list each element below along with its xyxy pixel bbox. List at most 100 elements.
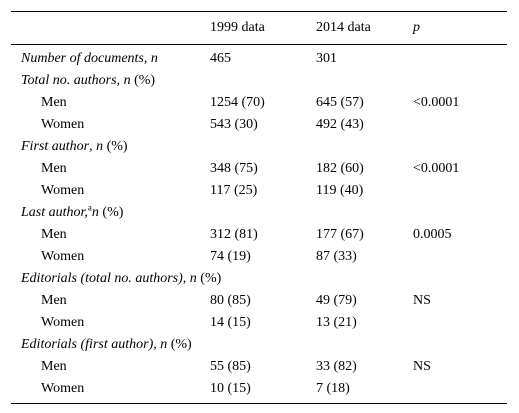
cell-1999: 543 (30) bbox=[210, 117, 258, 132]
table-row: Men 1254 (70) 645 (57) <0.0001 bbox=[11, 92, 507, 114]
table-row: Women 543 (30) 492 (43) bbox=[11, 114, 507, 136]
cell-p-value bbox=[413, 268, 507, 290]
header-label bbox=[11, 11, 210, 45]
section-label-main: First author bbox=[21, 139, 90, 154]
cell-2014: 87 (33) bbox=[316, 249, 357, 264]
cell-p-value bbox=[413, 45, 507, 71]
cell-2014: 182 (60) bbox=[316, 161, 364, 176]
cell-2014 bbox=[316, 136, 413, 158]
cell-1999: 465 bbox=[210, 51, 231, 66]
cell-2014: 49 (79) bbox=[316, 293, 357, 308]
row-label: Men bbox=[41, 293, 67, 308]
row-label: Men bbox=[41, 161, 67, 176]
section-label: Number of documents, n bbox=[11, 45, 210, 71]
cell-p-value bbox=[413, 378, 507, 404]
section-label-main: Number of documents bbox=[21, 51, 144, 66]
cell-p-value bbox=[413, 246, 507, 268]
cell-1999 bbox=[210, 70, 316, 92]
section-label: Editorials (first author), n (%) bbox=[11, 334, 210, 356]
cell-p-value: NS bbox=[413, 359, 431, 374]
cell-1999: 74 (19) bbox=[210, 249, 251, 264]
table-body: Number of documents, n 465 301 Total no. au… bbox=[11, 45, 507, 404]
section-label-main: Last author, bbox=[21, 205, 88, 220]
cell-1999: 1254 (70) bbox=[210, 95, 265, 110]
header-1999: 1999 data bbox=[210, 11, 316, 45]
cell-p-value: NS bbox=[413, 293, 431, 308]
section-label-main: Editorials (total no. authors) bbox=[21, 271, 183, 286]
section-label: First author, n (%) bbox=[11, 136, 210, 158]
header-2014: 2014 data bbox=[316, 11, 413, 45]
section-label-main: Editorials (first author) bbox=[21, 337, 154, 352]
section-label-unit: , n bbox=[143, 51, 158, 66]
table-section-row: First author, n (%) bbox=[11, 136, 507, 158]
footnote-marker: a bbox=[87, 202, 92, 213]
cell-1999: 14 (15) bbox=[210, 315, 251, 330]
table-section-row: Editorials (total no. authors), n (%) bbox=[11, 268, 507, 290]
cell-1999: 55 (85) bbox=[210, 359, 251, 374]
section-label: Total no. authors, n (%) bbox=[11, 70, 210, 92]
section-label: Last author,an (%) bbox=[11, 202, 210, 224]
table-row: Women 10 (15) 7 (18) bbox=[11, 378, 507, 404]
table-row: Women 14 (15) 13 (21) bbox=[11, 312, 507, 334]
row-label: Men bbox=[41, 359, 67, 374]
data-table: 1999 data 2014 data p Number of document… bbox=[11, 11, 507, 404]
cell-1999 bbox=[210, 268, 316, 290]
cell-1999: 348 (75) bbox=[210, 161, 258, 176]
row-label: Men bbox=[41, 95, 67, 110]
data-table-container: 1999 data 2014 data p Number of document… bbox=[11, 11, 507, 404]
cell-2014: 177 (67) bbox=[316, 227, 364, 242]
table-row: Men 312 (81) 177 (67) 0.0005 bbox=[11, 224, 507, 246]
cell-p-value bbox=[413, 70, 507, 92]
cell-1999 bbox=[210, 202, 316, 224]
cell-2014: 33 (82) bbox=[316, 359, 357, 374]
cell-2014: 119 (40) bbox=[316, 183, 364, 198]
section-label-unit: , n (%) bbox=[116, 73, 156, 88]
table-row: Men 55 (85) 33 (82) NS bbox=[11, 356, 507, 378]
cell-p-value: 0.0005 bbox=[413, 227, 452, 242]
cell-p-value bbox=[413, 114, 507, 136]
table-header-row: 1999 data 2014 data p bbox=[11, 11, 507, 45]
row-label: Men bbox=[41, 227, 67, 242]
table-row: Men 80 (85) 49 (79) NS bbox=[11, 290, 507, 312]
row-label: Women bbox=[41, 249, 85, 264]
row-label: Women bbox=[41, 117, 85, 132]
cell-1999: 312 (81) bbox=[210, 227, 258, 242]
table-section-row: Editorials (first author), n (%) bbox=[11, 334, 507, 356]
section-label: Editorials (total no. authors), n (%) bbox=[11, 268, 221, 290]
section-label-unit: , n (%) bbox=[89, 139, 128, 154]
cell-1999 bbox=[210, 334, 316, 356]
table-section-row: Last author,an (%) bbox=[11, 202, 507, 224]
row-label: Women bbox=[41, 315, 85, 330]
cell-1999: 80 (85) bbox=[210, 293, 251, 308]
section-label-unit: n (%) bbox=[91, 205, 124, 220]
section-label-unit: , n (%) bbox=[182, 271, 222, 286]
cell-p-value: <0.0001 bbox=[413, 161, 460, 176]
cell-2014 bbox=[316, 334, 413, 356]
cell-2014 bbox=[316, 70, 413, 92]
cell-2014: 492 (43) bbox=[316, 117, 364, 132]
cell-p-value bbox=[413, 136, 507, 158]
table-section-row: Total no. authors, n (%) bbox=[11, 70, 507, 92]
cell-p-value bbox=[413, 334, 507, 356]
cell-2014 bbox=[316, 268, 413, 290]
table-row: Men 348 (75) 182 (60) <0.0001 bbox=[11, 158, 507, 180]
cell-2014: 13 (21) bbox=[316, 315, 357, 330]
cell-2014: 645 (57) bbox=[316, 95, 364, 110]
cell-1999: 117 (25) bbox=[210, 183, 258, 198]
table-section-row: Number of documents, n 465 301 bbox=[11, 45, 507, 71]
row-label: Women bbox=[11, 378, 210, 404]
table-row: Women 117 (25) 119 (40) bbox=[11, 180, 507, 202]
cell-2014: 301 bbox=[316, 51, 337, 66]
section-label-main: Total no. authors bbox=[21, 73, 117, 88]
cell-p-value bbox=[413, 202, 507, 224]
table-row: Women 74 (19) 87 (33) bbox=[11, 246, 507, 268]
cell-2014 bbox=[316, 202, 413, 224]
header-p-value: p bbox=[413, 11, 507, 45]
cell-2014: 7 (18) bbox=[316, 378, 413, 404]
cell-1999: 10 (15) bbox=[210, 378, 316, 404]
cell-p-value bbox=[413, 312, 507, 334]
cell-1999 bbox=[210, 136, 316, 158]
cell-p-value bbox=[413, 180, 507, 202]
cell-p-value: <0.0001 bbox=[413, 95, 460, 110]
section-label-unit: , n (%) bbox=[153, 337, 192, 352]
